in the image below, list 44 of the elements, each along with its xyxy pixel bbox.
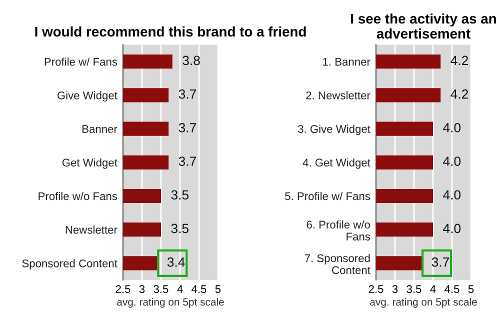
data-label: 3.7 <box>432 257 449 267</box>
data-label: 4.0 <box>443 224 461 234</box>
y-tick-label: 7. Sponsored Content <box>304 254 370 274</box>
x-axis-title: avg. rating on 5pt scale <box>370 298 477 308</box>
y-tick-label: Banner <box>82 125 118 133</box>
x-tick-label: 3 <box>139 285 145 294</box>
x-tick-label: 4.5 <box>192 285 206 294</box>
data-label: 4.0 <box>443 190 461 200</box>
data-label: 3.8 <box>182 56 200 66</box>
chart-title: I would recommend this brand to a friend <box>35 26 306 37</box>
y-tick-label: Newsletter <box>66 226 118 234</box>
y-tick-label: 2. Newsletter <box>306 91 370 100</box>
x-tick-label: 2.5 <box>116 285 130 294</box>
x-tick-label: 4.5 <box>444 285 460 294</box>
data-label: 3.7 <box>178 156 196 166</box>
data-label: 3.4 <box>167 257 185 267</box>
y-tick-label: 5. Profile w/ Fans <box>285 192 370 200</box>
chart-title: I see the activity as an advertisement <box>351 13 496 39</box>
y-tick-label: 4. Get Widget <box>302 158 370 169</box>
y-tick-label: Give Widget <box>57 91 118 102</box>
data-label: 3.5 <box>171 190 189 200</box>
y-tick-label: Profile w/o Fans <box>38 192 118 200</box>
y-tick-label: 6. Profile w/o Fans <box>306 220 370 241</box>
y-tick-label: Sponsored Content <box>22 259 118 270</box>
x-tick-label: 4 <box>430 285 436 293</box>
x-tick-label: 4 <box>177 285 183 293</box>
x-tick-label: 2.5 <box>368 285 384 294</box>
x-tick-label: 3.5 <box>154 285 168 294</box>
x-tick-label: 3 <box>392 285 398 294</box>
data-label: 3.7 <box>178 123 196 132</box>
y-tick-label: 1. Banner <box>323 58 370 66</box>
x-axis-title: avg. rating on 5pt scale <box>117 298 224 308</box>
y-tick-label: Profile w/ Fans <box>44 58 118 66</box>
y-tick-label: 3. Give Widget <box>298 124 370 136</box>
x-tick-label: 5 <box>215 285 221 294</box>
data-label: 4.0 <box>443 156 461 166</box>
data-label: 3.5 <box>171 224 189 234</box>
y-tick-label: Get Widget <box>62 158 118 169</box>
data-label: 3.7 <box>178 89 196 99</box>
data-label: 4.2 <box>450 89 468 99</box>
data-label: 4.2 <box>450 56 468 66</box>
x-tick-label: 5 <box>468 285 474 294</box>
x-tick-label: 3.5 <box>406 285 422 294</box>
data-label: 4.0 <box>443 123 461 132</box>
